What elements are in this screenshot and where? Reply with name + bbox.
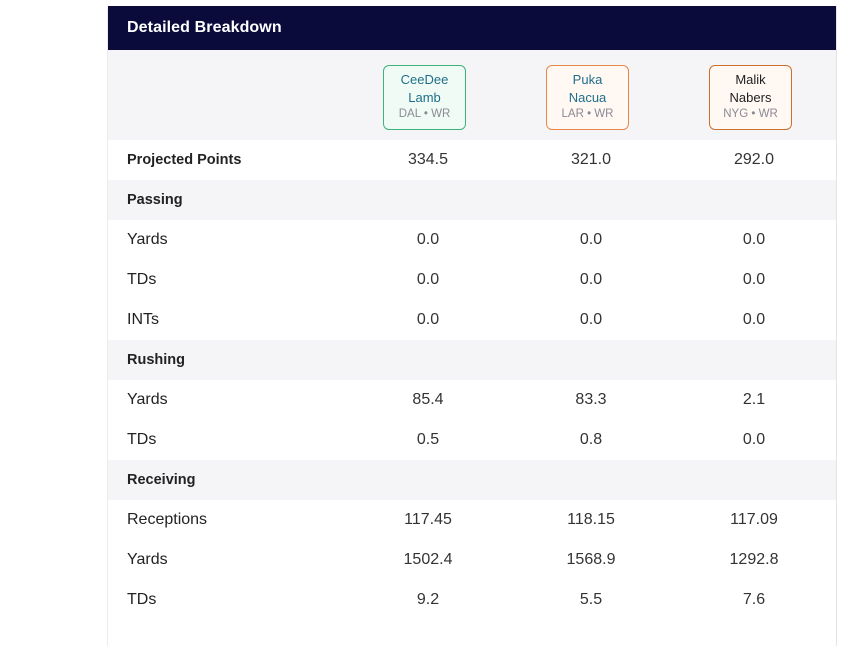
- stat-label: TDs: [127, 271, 157, 288]
- stat-value-player-3: 0.0: [742, 231, 766, 248]
- panel-title: Detailed Breakdown: [108, 6, 836, 50]
- section-header-row: Passing: [108, 180, 836, 220]
- section-label: Receiving: [127, 472, 196, 488]
- stat-row: TDs 9.2 5.5 7.6: [108, 580, 836, 620]
- stat-row: Yards 0.0 0.0 0.0: [108, 220, 836, 260]
- player-first-name: CeeDee: [400, 72, 449, 88]
- player-last-name: Nabers: [729, 89, 772, 105]
- stat-value-player-3: 0.0: [742, 431, 766, 448]
- stat-value-player-2: 0.0: [579, 231, 603, 248]
- section-label: Passing: [127, 192, 183, 208]
- player-team-position: DAL • WR: [398, 108, 451, 121]
- stat-label: Yards: [127, 391, 168, 408]
- player-card-2[interactable]: Puka Nacua LAR • WR: [546, 65, 629, 130]
- stat-value-player-2: 0.0: [579, 271, 603, 288]
- detailed-breakdown-panel: Detailed Breakdown CeeDee Lamb DAL • WR …: [107, 6, 837, 646]
- section-header-row: Receiving: [108, 460, 836, 500]
- stat-value-player-1: 0.0: [416, 231, 440, 248]
- section-label: Rushing: [127, 352, 185, 368]
- stat-label: Projected Points: [127, 152, 242, 168]
- stat-value-player-1: 0.0: [416, 311, 440, 328]
- stat-value-player-3: 292.0: [733, 151, 775, 168]
- player-last-name: Nacua: [568, 89, 607, 105]
- section-header-row: Rushing: [108, 340, 836, 380]
- player-first-name: Puka: [572, 72, 603, 88]
- stat-value-player-1: 9.2: [416, 591, 440, 608]
- stat-value-player-3: 7.6: [742, 591, 766, 608]
- stat-row: Yards 1502.4 1568.9 1292.8: [108, 540, 836, 580]
- stat-label: TDs: [127, 591, 157, 608]
- player-last-name: Lamb: [408, 89, 441, 105]
- stat-label: INTs: [127, 311, 159, 328]
- stat-row: Projected Points 334.5 321.0 292.0: [108, 140, 836, 180]
- stat-value-player-3: 2.1: [742, 391, 766, 408]
- stat-value-player-1: 0.5: [416, 431, 440, 448]
- stat-value-player-1: 85.4: [412, 391, 444, 408]
- stat-value-player-2: 5.5: [579, 591, 603, 608]
- stat-value-player-1: 117.45: [404, 511, 452, 528]
- stat-row: Yards 85.4 83.3 2.1: [108, 380, 836, 420]
- stat-value-player-2: 1568.9: [566, 551, 616, 568]
- player-first-name: Malik: [735, 72, 766, 88]
- stat-value-player-2: 321.0: [570, 151, 612, 168]
- stat-value-player-2: 0.8: [579, 431, 603, 448]
- players-header-row: CeeDee Lamb DAL • WR Puka Nacua LAR • WR…: [108, 50, 836, 140]
- stat-value-player-1: 0.0: [416, 271, 440, 288]
- stat-label: Receptions: [127, 511, 208, 528]
- stat-value-player-1: 1502.4: [403, 551, 453, 568]
- stat-value-player-2: 83.3: [575, 391, 607, 408]
- stat-value-player-3: 0.0: [742, 271, 766, 288]
- stat-row: Receptions 117.45 118.15 117.09: [108, 500, 836, 540]
- stat-label: Yards: [127, 551, 168, 568]
- stat-value-player-3: 1292.8: [729, 551, 779, 568]
- stat-value-player-3: 117.09: [730, 511, 778, 528]
- stat-label: TDs: [127, 431, 157, 448]
- player-team-position: LAR • WR: [561, 108, 614, 121]
- stat-value-player-2: 118.15: [567, 511, 615, 528]
- player-card-3[interactable]: Malik Nabers NYG • WR: [709, 65, 792, 130]
- stat-row: TDs 0.0 0.0 0.0: [108, 260, 836, 300]
- stat-row: TDs 0.5 0.8 0.0: [108, 420, 836, 460]
- stat-value-player-1: 334.5: [407, 151, 449, 168]
- stat-row: INTs 0.0 0.0 0.0: [108, 300, 836, 340]
- stat-label: Yards: [127, 231, 168, 248]
- player-team-position: NYG • WR: [723, 108, 778, 121]
- player-card-1[interactable]: CeeDee Lamb DAL • WR: [383, 65, 466, 130]
- stats-table: Projected Points 334.5 321.0 292.0 Passing Ya…: [108, 140, 836, 620]
- stat-value-player-2: 0.0: [579, 311, 603, 328]
- stat-value-player-3: 0.0: [742, 311, 766, 328]
